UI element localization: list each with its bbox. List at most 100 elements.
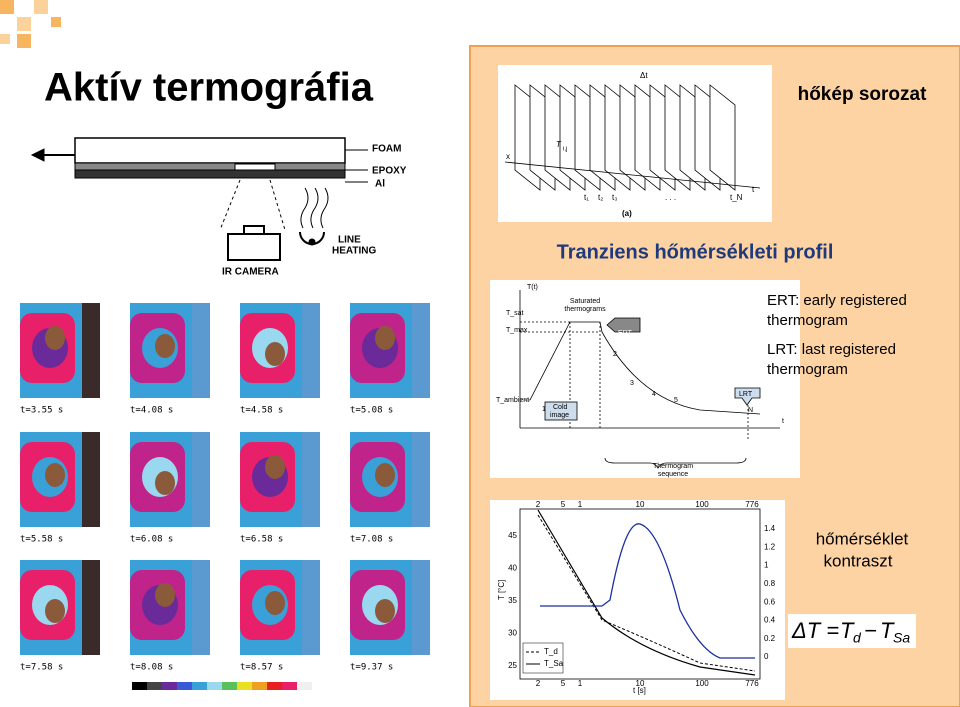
thermogram-edge xyxy=(82,432,100,527)
thermogram-hotspot xyxy=(265,342,285,366)
figure-label: t₃ xyxy=(612,193,617,202)
x-tick-label: 1 xyxy=(578,679,583,688)
thermogram-time: t=5.08 s xyxy=(350,406,393,416)
thermogram-edge xyxy=(82,560,100,655)
axis-label: t [s] xyxy=(633,686,646,695)
figure-label: Cold xyxy=(553,404,568,411)
color-scale xyxy=(162,682,177,690)
figure-label: image xyxy=(550,412,569,419)
color-scale xyxy=(192,682,207,690)
thermogram-time: t=9.37 s xyxy=(350,663,393,673)
thermogram-edge xyxy=(412,560,430,655)
x-tick-label: 10 xyxy=(636,679,645,688)
figure-label: T_sat xyxy=(506,310,524,317)
formula-part: T xyxy=(880,618,895,643)
thermogram-hotspot xyxy=(155,471,175,495)
color-scale xyxy=(237,682,252,690)
color-scale xyxy=(177,682,192,690)
y2-tick-label: 1 xyxy=(764,561,769,570)
figure-label: . . . xyxy=(665,193,676,202)
formula: ΔT = T d − T Sa xyxy=(791,618,910,646)
y2-tick-label: 0 xyxy=(764,652,769,661)
figure-label: thermograms xyxy=(564,306,606,313)
formula-part: Sa xyxy=(893,630,910,646)
figure-label: t₁ xyxy=(584,193,589,202)
color-scale xyxy=(222,682,237,690)
figure-label: 1 xyxy=(542,406,546,413)
frames xyxy=(504,84,761,191)
figure-label: t₂ xyxy=(598,193,603,202)
profile-figure xyxy=(490,280,800,478)
figure-label: ERT xyxy=(618,330,633,337)
formula-part: − xyxy=(864,618,877,643)
legend-label: T_d xyxy=(544,647,558,656)
thermogram-grid: t=3.55 s t=4.08 s t=4.58 s t=5.08 s t=5.58 s… xyxy=(20,303,430,690)
notes: ERT: early registered thermogram LRT: la… xyxy=(767,292,907,378)
thermogram-edge xyxy=(412,432,430,527)
x-tick-label: 5 xyxy=(561,500,566,509)
thermogram-time: t=8.08 s xyxy=(130,663,173,673)
figure-caption: (a) xyxy=(622,209,632,218)
note: LRT: last registered xyxy=(767,341,896,358)
setup-label: LINE xyxy=(338,235,361,246)
axis xyxy=(504,161,761,189)
setup-figure xyxy=(30,137,368,261)
thermogram-time: t=8.57 s xyxy=(240,663,283,673)
label: kontraszt xyxy=(824,551,893,570)
y2-tick-label: 0.6 xyxy=(764,597,776,606)
formula-part: ΔT = xyxy=(791,618,839,643)
setup-label: IR CAMERA xyxy=(222,267,279,278)
thermogram-edge xyxy=(192,432,210,527)
x-tick-label: 100 xyxy=(695,679,709,688)
figure-label: Δt xyxy=(640,71,648,80)
formula-part: T xyxy=(840,618,855,643)
thermogram-edge xyxy=(192,560,210,655)
label: hőkép sorozat xyxy=(798,84,927,105)
y-tick-label: 30 xyxy=(508,629,517,638)
plot-drawing xyxy=(519,508,761,680)
thermogram-time: t=4.08 s xyxy=(130,406,173,416)
thermogram-edge xyxy=(412,303,430,398)
heading: Tranziens hőmérsékleti profil xyxy=(557,241,834,263)
figure-label: t_N xyxy=(730,193,743,202)
profile-drawing xyxy=(519,290,780,469)
thermogram-hotspot xyxy=(45,463,65,487)
x-tick-label: 100 xyxy=(695,500,709,509)
y2-tick-label: 0.8 xyxy=(764,579,776,588)
y2-tick-label: 0.2 xyxy=(764,634,776,643)
figure-label: sequence xyxy=(658,471,688,478)
x-tick-label: 2 xyxy=(536,500,541,509)
x-tick-label: 776 xyxy=(745,679,759,688)
thermogram-edge xyxy=(302,560,320,655)
setup-label: EPOXY xyxy=(372,166,407,177)
figure-label: LRT xyxy=(739,391,753,398)
thermogram-edge xyxy=(302,303,320,398)
profile-labels: T(t) T_sat T_max T_ambient Saturated the… xyxy=(496,284,784,478)
setup-label: HEATING xyxy=(332,246,376,257)
thermogram-time: t=7.58 s xyxy=(20,663,63,673)
color-scale xyxy=(207,682,222,690)
figure-label: x xyxy=(506,152,510,161)
thermogram-time: t=6.08 s xyxy=(130,535,173,545)
thermogram-time: t=7.08 s xyxy=(350,535,393,545)
note: ERT: early registered xyxy=(767,292,907,309)
thermogram-hotspot xyxy=(45,599,65,623)
color-scale xyxy=(252,682,267,690)
thermogram-hotspot xyxy=(375,599,395,623)
thermogram-edge xyxy=(302,432,320,527)
figure-label: t xyxy=(752,185,755,194)
color-scale xyxy=(267,682,282,690)
frame xyxy=(709,84,736,191)
thermogram-hotspot xyxy=(155,334,175,358)
y-tick-label: 45 xyxy=(508,531,517,540)
plot-labels: T [°C] t [s] T_d T_Sa 225511101010010077… xyxy=(497,500,776,695)
thermogram-time: t=3.55 s xyxy=(20,406,63,416)
figure-label: 5 xyxy=(674,397,678,404)
figure-label: T_max xyxy=(506,327,528,334)
color-scale xyxy=(147,682,162,690)
y2-tick-label: 1.2 xyxy=(764,542,776,551)
figure-label: 4 xyxy=(652,391,656,398)
y2-tick-label: 1.4 xyxy=(764,524,776,533)
figure-label: T(t) xyxy=(527,284,538,291)
thermogram-edge xyxy=(192,303,210,398)
